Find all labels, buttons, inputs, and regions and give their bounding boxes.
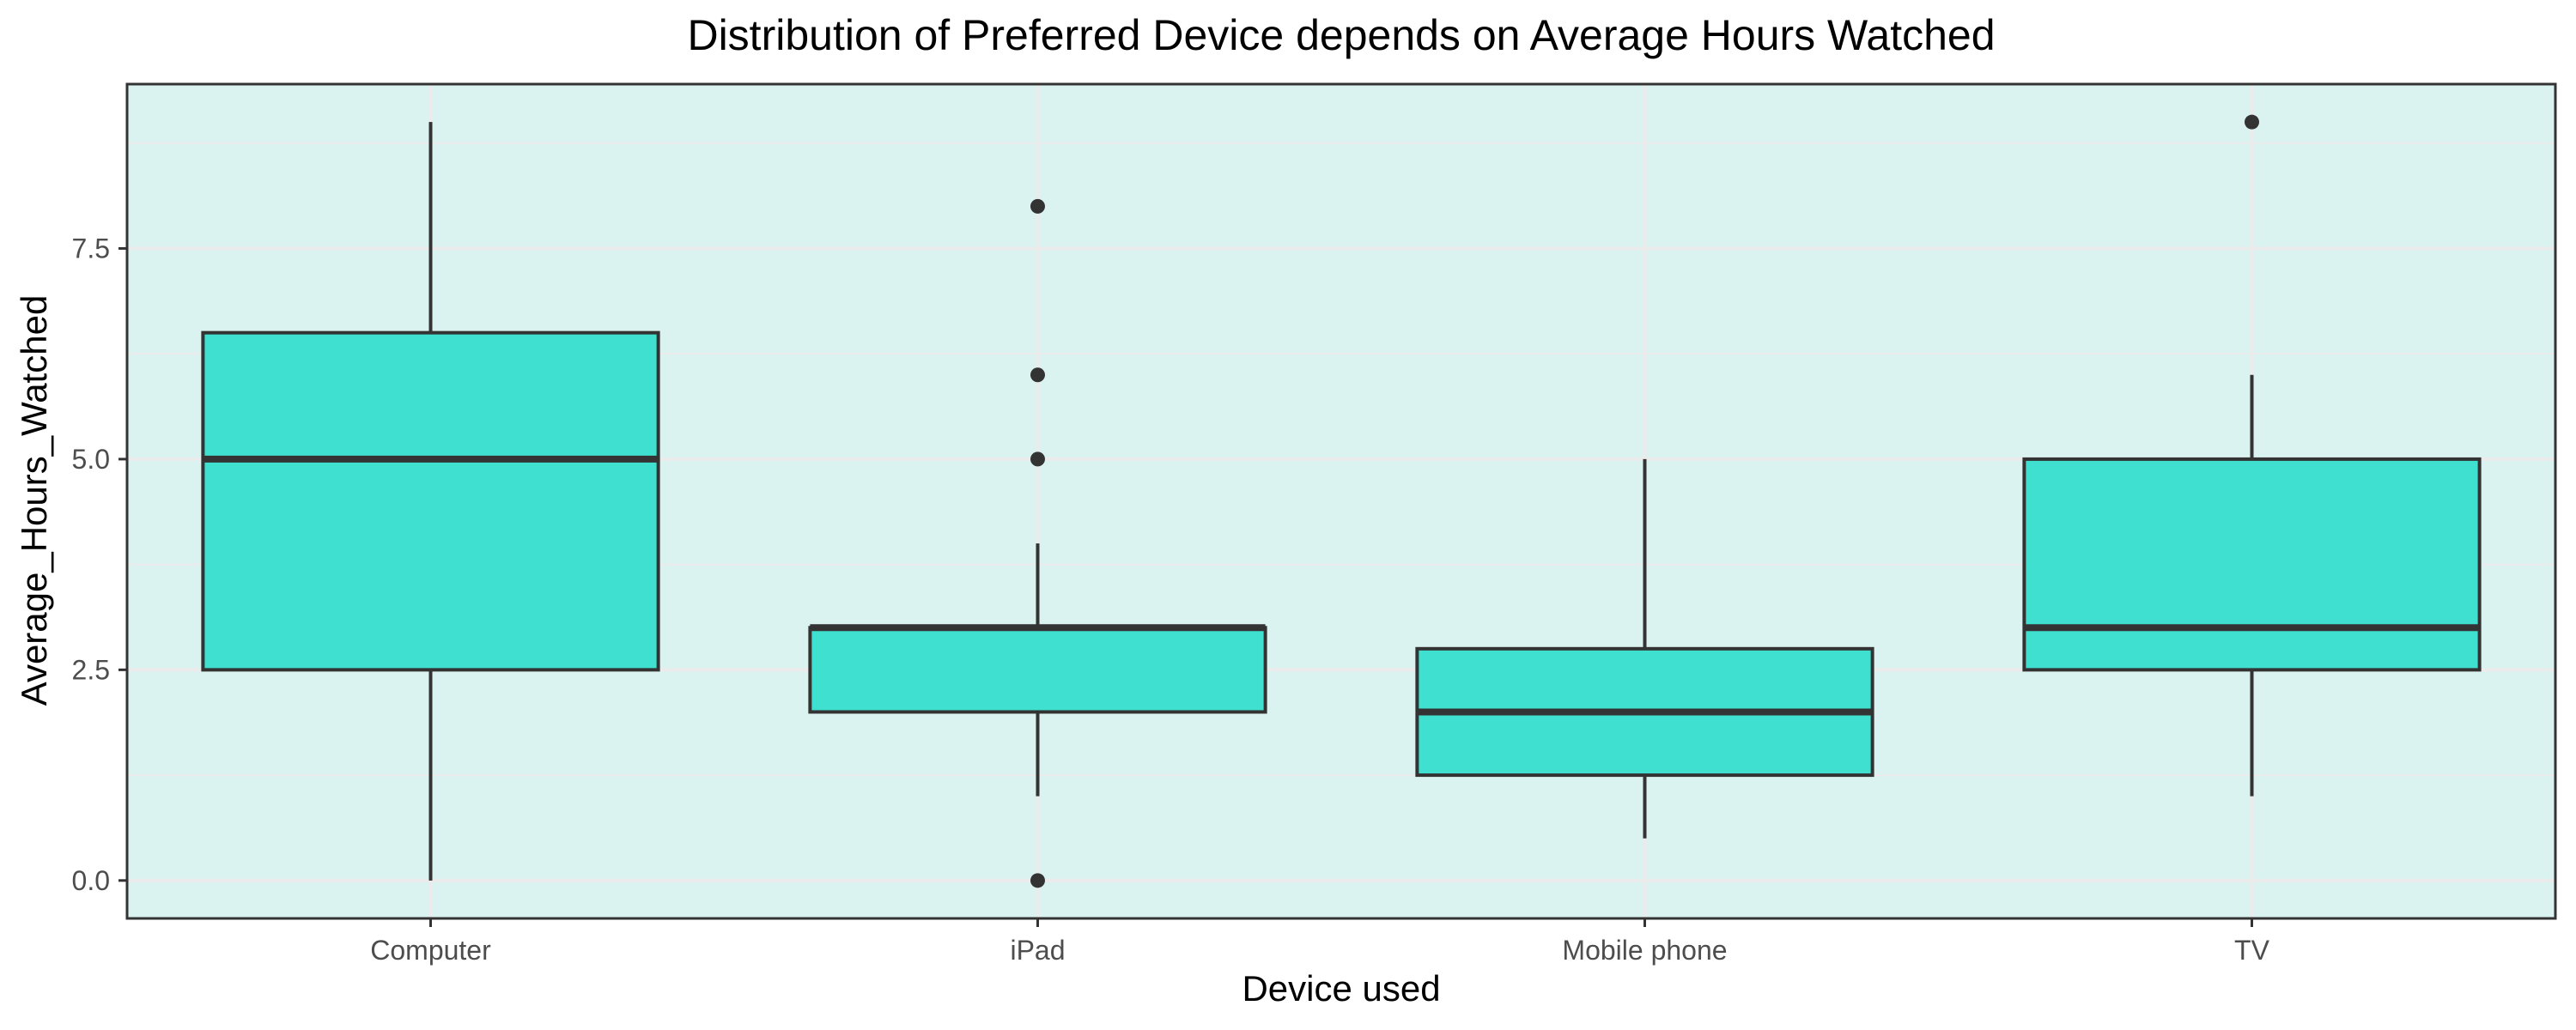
outlier-point [1030,451,1045,466]
x-tick-label: TV [2234,935,2270,966]
chart-title: Distribution of Preferred Device depends… [687,11,1995,59]
box-iqr [2024,459,2479,670]
box-iqr [203,333,658,670]
outlier-point [1030,199,1045,214]
y-tick-label: 5.0 [72,444,110,475]
plot-area: 0.0 2.5 5.0 7.5 Computer iPad Mobile phone TV [72,84,2555,966]
box-iqr [810,627,1265,712]
y-tick-label: 0.0 [72,865,110,896]
outlier-point [2245,115,2259,130]
outlier-point [1030,367,1045,382]
y-tick-label: 2.5 [72,654,110,685]
outlier-point [1030,873,1045,888]
y-tick-label: 7.5 [72,233,110,264]
x-tick-label: Computer [370,935,491,966]
x-tick-label: Mobile phone [1562,935,1727,966]
x-tick-label: iPad [1010,935,1065,966]
y-axis-title: Average_Hours_Watched [14,295,54,706]
x-axis-title: Device used [1242,968,1440,1009]
